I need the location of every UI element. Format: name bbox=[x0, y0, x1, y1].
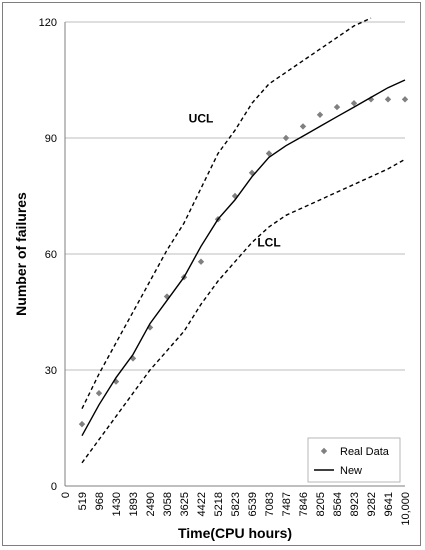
series-real-data bbox=[78, 96, 409, 428]
x-tick-label: 3625 bbox=[179, 492, 191, 516]
data-point bbox=[95, 390, 103, 397]
legend-label: Real Data bbox=[340, 446, 390, 458]
data-point bbox=[231, 192, 239, 200]
x-tick-label: 10,000 bbox=[400, 492, 412, 526]
x-axis-title: Time(CPU hours) bbox=[178, 525, 292, 541]
x-tick-label: 0 bbox=[60, 492, 72, 498]
series-line-3 bbox=[81, 158, 406, 464]
data-point bbox=[384, 96, 392, 103]
series bbox=[78, 17, 409, 464]
x-tick-label: 519 bbox=[77, 492, 89, 510]
annotations: UCL LCL bbox=[189, 112, 281, 250]
data-point bbox=[350, 100, 358, 107]
legend-label: New bbox=[340, 465, 362, 477]
x-tick-label: 6539 bbox=[247, 492, 259, 516]
x-tick-label: 1893 bbox=[128, 492, 140, 516]
data-point bbox=[401, 96, 409, 103]
x-tick-label: 7083 bbox=[264, 492, 276, 516]
legend-marker bbox=[320, 447, 328, 455]
annotation-label: UCL bbox=[189, 112, 214, 126]
annotation-label: LCL bbox=[257, 235, 280, 249]
x-tick-label: 8564 bbox=[332, 492, 344, 516]
series-line-2 bbox=[81, 17, 372, 410]
y-axis-title: Number of failures bbox=[13, 192, 29, 316]
data-point bbox=[265, 150, 273, 157]
data-point bbox=[367, 96, 375, 103]
tick-labels: 0 30 60 90 120 0 519 968 1430 1893 2490 3058 3625 442… bbox=[39, 17, 412, 526]
data-point bbox=[299, 123, 307, 130]
legend-box bbox=[307, 437, 401, 483]
axes bbox=[64, 22, 405, 487]
x-tick-label: 2490 bbox=[145, 492, 157, 516]
x-tick-label: 8205 bbox=[315, 492, 327, 516]
x-tick-label: 3058 bbox=[162, 492, 174, 516]
data-point bbox=[78, 420, 86, 428]
data-point bbox=[316, 111, 324, 118]
data-point bbox=[146, 324, 154, 331]
gridlines bbox=[65, 21, 405, 371]
data-point bbox=[333, 103, 341, 111]
y-tick-label: 60 bbox=[45, 249, 57, 261]
x-tick-label: 4422 bbox=[196, 492, 208, 516]
x-tick-label: 5218 bbox=[213, 492, 225, 516]
y-tick-label: 0 bbox=[51, 481, 57, 493]
series-line-1 bbox=[81, 79, 406, 437]
x-tick-label: 7846 bbox=[298, 492, 310, 516]
data-point bbox=[282, 134, 290, 142]
y-tick-label: 30 bbox=[45, 365, 57, 377]
x-tick-label: 9641 bbox=[383, 492, 395, 516]
x-tick-label: 1430 bbox=[111, 492, 123, 516]
y-tick-label: 120 bbox=[39, 17, 57, 29]
x-tick-label: 8923 bbox=[349, 492, 361, 516]
data-point bbox=[163, 293, 171, 300]
x-tick-label: 7487 bbox=[281, 492, 293, 516]
x-tick-label: 5823 bbox=[230, 492, 242, 516]
x-tick-label: 9282 bbox=[366, 492, 378, 516]
x-tick-label: 968 bbox=[94, 492, 106, 510]
legend: Real Data New bbox=[307, 437, 401, 483]
data-point bbox=[197, 258, 205, 265]
y-tick-label: 90 bbox=[45, 133, 57, 145]
chart-frame bbox=[2, 2, 421, 546]
